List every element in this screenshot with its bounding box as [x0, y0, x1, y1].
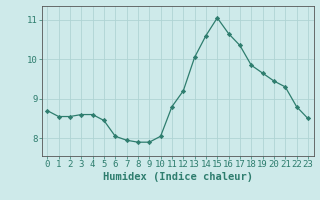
X-axis label: Humidex (Indice chaleur): Humidex (Indice chaleur)	[103, 172, 252, 182]
